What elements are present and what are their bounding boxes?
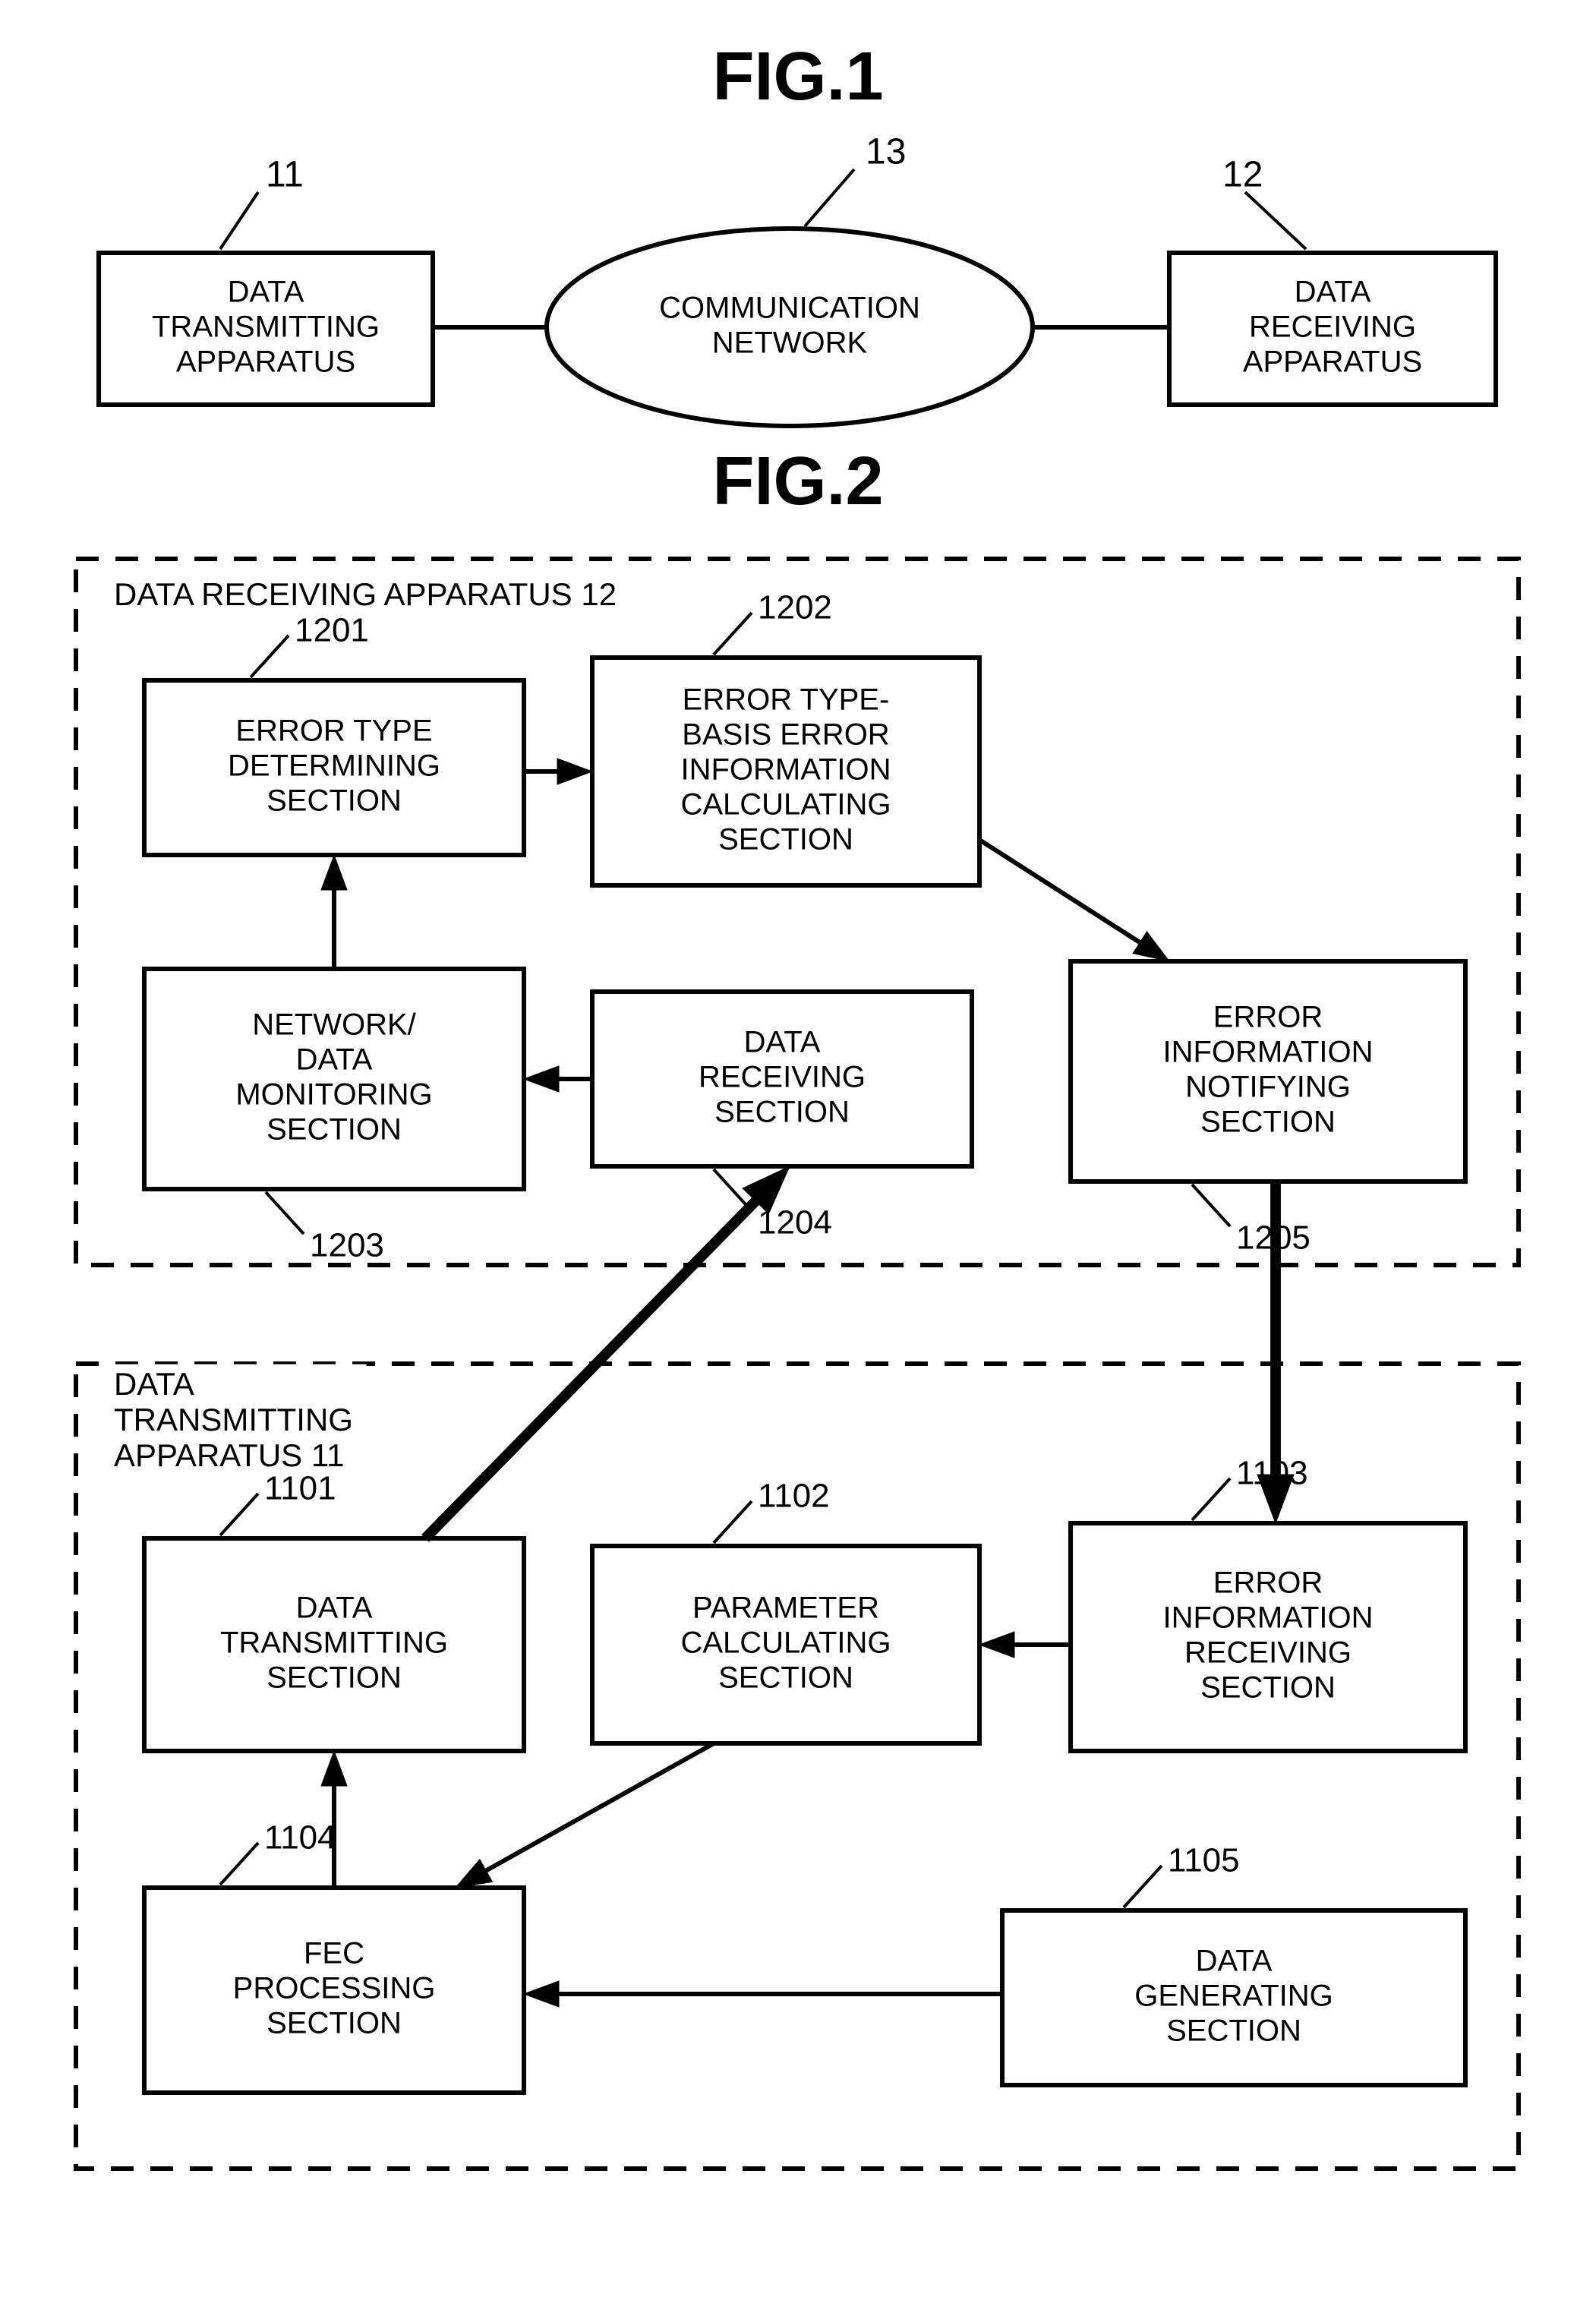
svg-text:ERROR TYPE-: ERROR TYPE-: [683, 683, 890, 717]
svg-text:APPARATUS 11: APPARATUS 11: [114, 1437, 344, 1473]
svg-text:DATA: DATA: [1196, 1945, 1273, 1978]
svg-text:DATA: DATA: [114, 1366, 194, 1402]
svg-text:NETWORK/: NETWORK/: [252, 1008, 416, 1042]
svg-text:DATA: DATA: [228, 276, 304, 309]
svg-text:PARAMETER: PARAMETER: [692, 1592, 879, 1625]
svg-text:GENERATING: GENERATING: [1134, 1980, 1333, 2013]
svg-text:NETWORK: NETWORK: [712, 327, 868, 360]
svg-text:SECTION: SECTION: [1166, 2014, 1301, 2048]
svg-text:RECEIVING: RECEIVING: [699, 1061, 866, 1094]
svg-text:DATA: DATA: [744, 1026, 821, 1059]
fig2-diagram: DATA RECEIVING APPARATUS 12DATATRANSMITT…: [30, 536, 1566, 2207]
svg-text:1105: 1105: [1168, 1842, 1240, 1879]
svg-text:ERROR: ERROR: [1213, 1566, 1323, 1600]
svg-text:APPARATUS: APPARATUS: [1243, 345, 1422, 379]
svg-text:SECTION: SECTION: [267, 784, 402, 818]
svg-text:DATA: DATA: [1295, 276, 1371, 309]
svg-text:RECEIVING: RECEIVING: [1184, 1636, 1352, 1670]
svg-text:INFORMATION: INFORMATION: [680, 753, 891, 787]
svg-text:SECTION: SECTION: [267, 1113, 402, 1147]
svg-text:SECTION: SECTION: [1200, 1671, 1336, 1705]
svg-text:APPARATUS: APPARATUS: [176, 345, 355, 379]
fig2-title: FIG.2: [30, 443, 1566, 521]
svg-text:13: 13: [866, 132, 906, 172]
svg-text:ERROR: ERROR: [1213, 1001, 1323, 1034]
svg-text:1104: 1104: [264, 1819, 336, 1857]
svg-text:1101: 1101: [264, 1470, 336, 1507]
svg-text:SECTION: SECTION: [1200, 1106, 1336, 1139]
svg-text:SECTION: SECTION: [267, 1661, 402, 1695]
svg-text:MONITORING: MONITORING: [235, 1078, 432, 1112]
svg-text:INFORMATION: INFORMATION: [1162, 1036, 1373, 1069]
svg-text:CALCULATING: CALCULATING: [680, 788, 891, 822]
svg-text:SECTION: SECTION: [718, 1661, 853, 1695]
svg-text:1102: 1102: [758, 1478, 830, 1515]
svg-text:BASIS ERROR: BASIS ERROR: [682, 718, 889, 752]
svg-text:TRANSMITTING: TRANSMITTING: [114, 1402, 353, 1437]
svg-text:DATA: DATA: [296, 1043, 373, 1077]
svg-text:DETERMINING: DETERMINING: [228, 749, 440, 783]
svg-text:1201: 1201: [295, 612, 369, 649]
svg-text:DATA: DATA: [296, 1592, 373, 1625]
svg-text:12: 12: [1222, 155, 1263, 195]
svg-text:SECTION: SECTION: [714, 1096, 850, 1129]
svg-text:RECEIVING: RECEIVING: [1249, 311, 1416, 344]
svg-text:INFORMATION: INFORMATION: [1162, 1601, 1373, 1635]
svg-text:11: 11: [266, 155, 304, 195]
svg-text:COMMUNICATION: COMMUNICATION: [659, 292, 920, 325]
svg-text:CALCULATING: CALCULATING: [680, 1626, 891, 1660]
svg-text:FEC: FEC: [304, 1937, 364, 1970]
svg-text:PROCESSING: PROCESSING: [233, 1972, 436, 2005]
page: FIG.1 DATATRANSMITTINGAPPARATUS11COMMUNI…: [30, 38, 1566, 2207]
fig1-title: FIG.1: [30, 38, 1566, 116]
fig1-diagram: DATATRANSMITTINGAPPARATUS11COMMUNICATION…: [30, 131, 1566, 435]
svg-text:SECTION: SECTION: [267, 2007, 402, 2040]
svg-text:DATA RECEIVING APPARATUS 12: DATA RECEIVING APPARATUS 12: [114, 576, 617, 612]
svg-text:NOTIFYING: NOTIFYING: [1185, 1071, 1351, 1104]
svg-text:1203: 1203: [310, 1227, 384, 1264]
svg-text:1202: 1202: [758, 589, 832, 626]
svg-text:TRANSMITTING: TRANSMITTING: [220, 1626, 448, 1660]
svg-text:SECTION: SECTION: [718, 823, 853, 857]
svg-text:TRANSMITTING: TRANSMITTING: [152, 311, 380, 344]
svg-text:ERROR TYPE: ERROR TYPE: [235, 715, 432, 748]
